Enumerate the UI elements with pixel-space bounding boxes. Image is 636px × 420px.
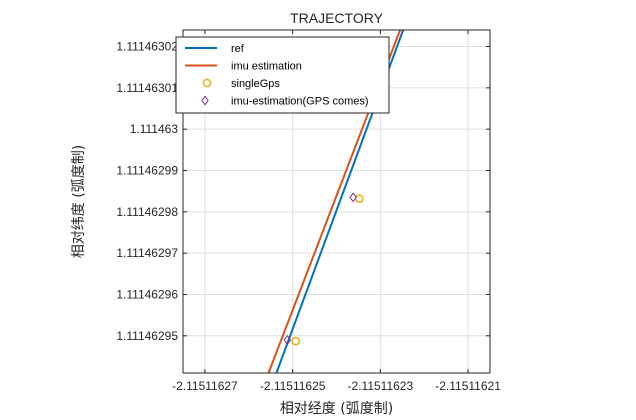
x-tick-label: -2.11511623 [348,379,414,393]
y-tick-label: 1.11146297 [116,246,178,260]
x-axis-label: 相对经度 (弧度制) [280,401,393,417]
point-singlegps [354,194,364,204]
chart-title: TRAJECTORY [290,10,383,26]
legend-swatch-imu-estimation-gps-comes [201,95,209,106]
point-singlegps [291,336,301,346]
point-imu-estimation-gps-comes [349,192,357,203]
y-tick-label: 1.11146298 [116,205,178,219]
legend-swatch-singlegps [202,78,212,88]
y-tick-label: 1.11146299 [116,164,178,178]
legend-box [175,36,390,114]
x-tick-label: -2.11511621 [435,379,501,393]
x-tick-label: -2.11511627 [172,379,238,393]
legend-label-ref: ref [231,43,245,55]
y-tick-label: 1.11146296 [116,287,178,301]
x-tick-label: -2.11511625 [260,379,326,393]
y-tick-label: 1.111463 [130,122,179,136]
point-imu-estimation-gps-comes [283,334,292,345]
axes-box [182,29,491,374]
y-tick-label: 1.11146301 [116,81,178,95]
y-tick-label: 1.11146302 [116,40,178,54]
legend-label-singlegps: singleGps [231,78,280,90]
y-axis-label: 相对纬度 (弧度制) [71,145,87,258]
legend: ref imu estimation singleGps imu-estimation… [175,36,390,114]
legend-label-imu-estimation-gps-comes: imu-estimation(GPS comes) [231,96,369,108]
legend-label-imu-estimation: imu estimation [231,61,302,73]
tick-layer: -2.11511627 -2.11511625 -2.11511623 -2.1151… [116,30,501,393]
y-tick-label: 1.11146295 [116,329,178,343]
